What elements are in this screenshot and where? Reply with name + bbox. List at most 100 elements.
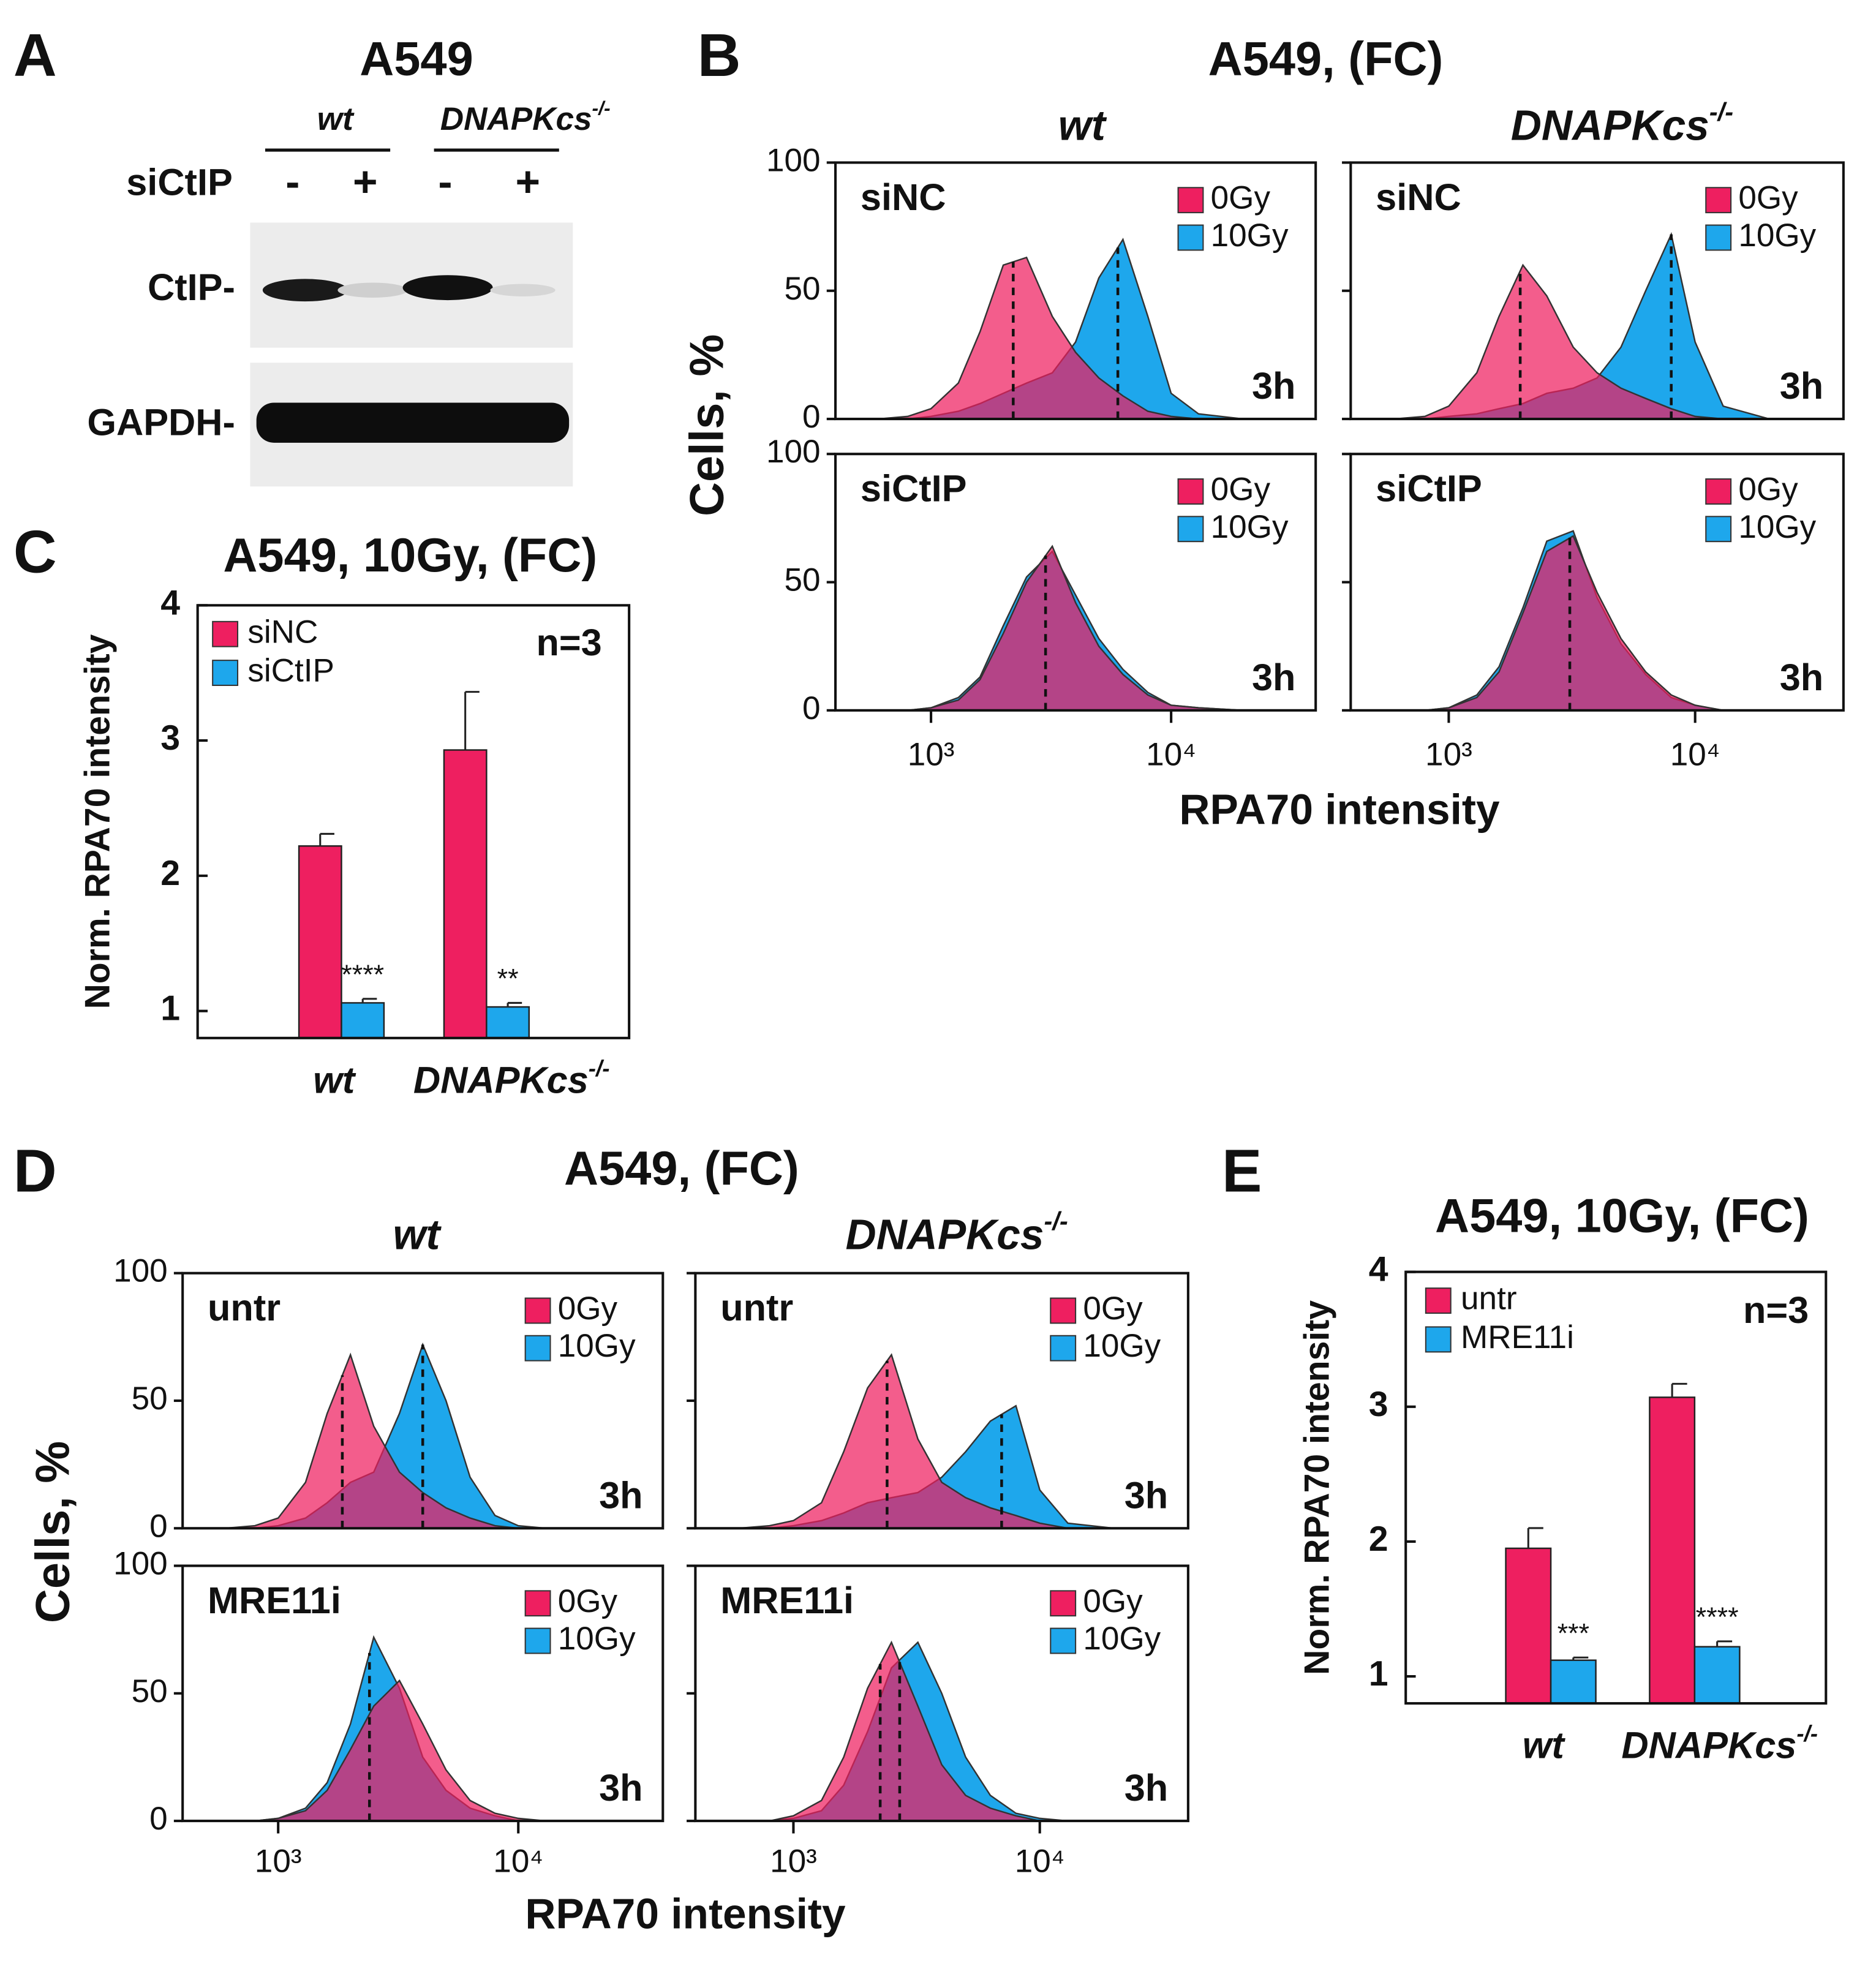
- band: [402, 275, 493, 301]
- chart-title: A549, 10Gy, (FC): [223, 529, 597, 582]
- legend-label: siCtIP: [247, 653, 334, 689]
- legend-label: siNC: [247, 614, 318, 650]
- x-tick-label-main: DNAPKcs: [1621, 1725, 1796, 1766]
- y-axis-label: Cells, %: [680, 334, 733, 517]
- column-label: DNAPKcs-/-: [845, 1207, 1068, 1259]
- column-label-sup: -/-: [1044, 1207, 1068, 1235]
- x-tick-label: wt: [1523, 1725, 1566, 1766]
- y-tick-label: 3: [1369, 1385, 1388, 1424]
- legend-swatch: [1177, 224, 1204, 251]
- y-tick-label: 1: [1369, 1654, 1388, 1693]
- legend-label: 0Gy: [1211, 180, 1271, 216]
- legend-swatch: [1050, 1335, 1077, 1362]
- histogram: [878, 544, 1244, 712]
- y-axis-label: Cells, %: [26, 1441, 79, 1624]
- panel-letter: E: [1222, 1137, 1262, 1204]
- y-tick-label: 100: [113, 1546, 168, 1582]
- band: [490, 284, 556, 296]
- blot-group: wt: [317, 101, 355, 137]
- lane-label: -: [438, 158, 452, 206]
- legend-swatch: [1050, 1297, 1077, 1324]
- band-label: GAPDH-: [87, 401, 235, 443]
- bar: [298, 845, 342, 1039]
- panel-letter: B: [698, 21, 741, 89]
- y-tick-label: 0: [149, 1508, 168, 1544]
- x-tick-label-main: DNAPKcs: [413, 1060, 589, 1101]
- time-label: 3h: [599, 1767, 642, 1809]
- x-tick-label-sup: -/-: [1796, 1721, 1818, 1746]
- legend-swatch: [1705, 187, 1732, 214]
- legend-swatch: [524, 1335, 551, 1362]
- panel-letter: A: [13, 21, 57, 89]
- histogram: [1394, 263, 1769, 420]
- time-label: 3h: [1780, 365, 1823, 407]
- x-tick-label: 10³: [908, 736, 955, 772]
- significance: ****: [1696, 1601, 1739, 1632]
- legend-label: MRE11i: [1461, 1319, 1574, 1355]
- histogram: [225, 1679, 591, 1822]
- column-label: DNAPKcs-/-: [1511, 97, 1733, 149]
- legend-label: 10Gy: [1083, 1328, 1161, 1364]
- histogram: [739, 1353, 1114, 1529]
- bar: [486, 1006, 530, 1039]
- legend-swatch: [1177, 516, 1204, 543]
- x-tick-label: 10⁴: [493, 1844, 543, 1880]
- x-tick-label: 10³: [1425, 736, 1472, 772]
- legend-label: untr: [1461, 1281, 1516, 1317]
- lane-label: +: [515, 158, 540, 206]
- band: [337, 282, 408, 298]
- histogram: [877, 256, 1244, 420]
- condition-label: siNC: [861, 176, 946, 218]
- legend-label: 0Gy: [1083, 1290, 1143, 1327]
- y-tick-label: 0: [149, 1801, 168, 1837]
- condition-label: siCtIP: [1376, 468, 1482, 510]
- x-tick-label-sup: -/-: [589, 1056, 610, 1081]
- x-tick-label-main: wt: [1523, 1725, 1566, 1766]
- legend-swatch: [1177, 187, 1204, 214]
- column-label-sup: -/-: [1709, 97, 1733, 126]
- legend-swatch: [1050, 1627, 1077, 1654]
- significance: ****: [341, 959, 384, 990]
- y-tick-label: 0: [802, 399, 821, 435]
- column-label-main: DNAPKcs: [1511, 102, 1709, 149]
- band: [256, 402, 570, 443]
- x-tick-label: 10³: [770, 1844, 817, 1880]
- time-label: 3h: [1780, 657, 1823, 698]
- y-tick-label: 4: [1369, 1250, 1388, 1289]
- annotation: n=3: [1743, 1289, 1809, 1331]
- flow-title: A549, (FC): [564, 1142, 799, 1195]
- legend-swatch: [1050, 1590, 1077, 1617]
- panel-letter: C: [13, 518, 57, 586]
- legend-swatch: [1705, 516, 1732, 543]
- y-tick-label: 50: [132, 1673, 168, 1709]
- legend-label: 0Gy: [1738, 180, 1798, 216]
- y-tick-label: 2: [160, 854, 180, 893]
- legend-swatch: [1425, 1326, 1452, 1353]
- x-axis-label: RPA70 intensity: [1179, 786, 1500, 834]
- column-label-main: wt: [1058, 102, 1107, 149]
- y-tick-label: 50: [785, 562, 821, 598]
- plot-frame: [1404, 1270, 1828, 1705]
- condition-label: untr: [208, 1287, 281, 1328]
- x-tick-label: DNAPKcs-/-: [413, 1056, 610, 1101]
- condition-label: MRE11i: [208, 1580, 341, 1621]
- lane-label: -: [285, 158, 299, 206]
- chart-title: A549, 10Gy, (FC): [1435, 1189, 1809, 1242]
- blot-group: DNAPKcs-/-: [440, 97, 611, 137]
- y-tick-label: 1: [160, 989, 180, 1028]
- legend-swatch: [524, 1297, 551, 1324]
- time-label: 3h: [1124, 1474, 1168, 1516]
- legend-swatch: [1425, 1287, 1452, 1314]
- blot-group-main: DNAPKcs: [440, 101, 592, 137]
- band-label: CtIP-: [148, 266, 235, 308]
- lane-label: +: [353, 158, 378, 206]
- panel-letter: D: [13, 1137, 57, 1204]
- y-axis-label: Norm. RPA70 intensity: [1297, 1300, 1336, 1675]
- x-tick-label: wt: [313, 1060, 356, 1101]
- legend-swatch: [1177, 478, 1204, 505]
- x-tick-label-main: wt: [313, 1060, 356, 1101]
- blot-group-sup: -/-: [592, 97, 611, 119]
- column-label: wt: [393, 1211, 442, 1259]
- condition-label: MRE11i: [720, 1580, 854, 1621]
